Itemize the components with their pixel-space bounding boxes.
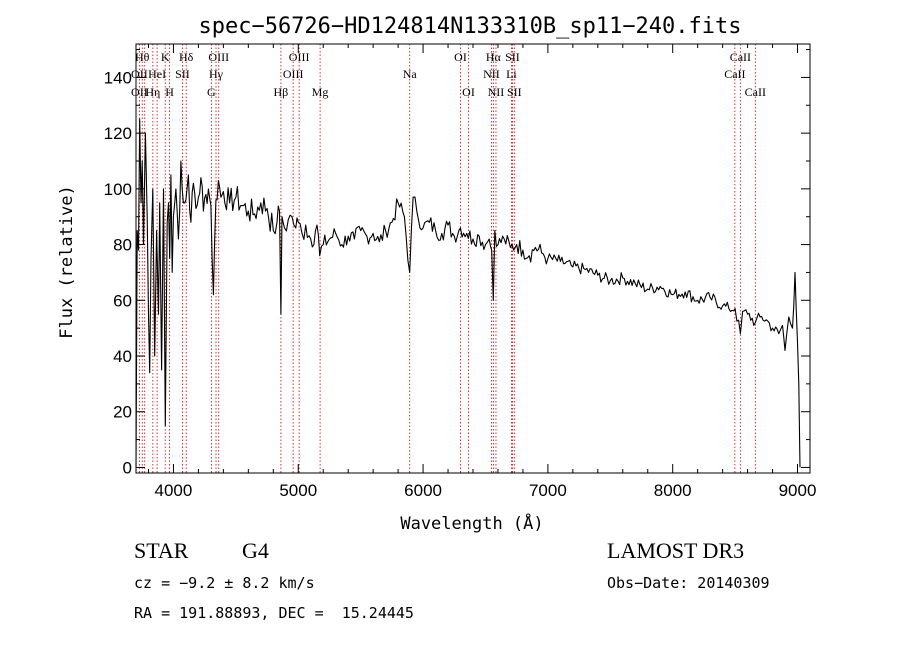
emission-line-label-1: K [161, 50, 170, 64]
survey-name: LAMOST DR3 [607, 538, 745, 563]
object-subclass: G4 [242, 538, 269, 563]
emission-line-label-22: Hβ [274, 85, 289, 99]
observation-date: Obs−Date: 20140309 [607, 574, 770, 592]
emission-line-label-12: Hγ [209, 67, 224, 81]
emission-line-label-5: OI [454, 50, 467, 64]
emission-line-label-23: Mg [312, 85, 329, 99]
emission-line-label-0: Hθ [135, 50, 150, 64]
x-tick-label-5: 9000 [779, 481, 817, 500]
x-tick-label-0: 4000 [155, 481, 193, 500]
x-tick-label-4: 8000 [654, 481, 692, 500]
coordinates-readout: RA = 191.88893, DEC = 15.24445 [134, 604, 414, 622]
emission-line-label-19: Hη [145, 85, 160, 99]
emission-line-markers [138, 44, 756, 473]
emission-line-label-6: Hα [486, 50, 502, 64]
emission-line-label-21: G [207, 85, 216, 99]
emission-line-label-11: SII [175, 67, 190, 81]
spectrum-chart: spec−56726−HD124814N133310B_sp11−240.fit… [57, 14, 817, 534]
emission-line-label-24: OI [462, 85, 475, 99]
y-axis-label: Flux (relative) [57, 185, 77, 339]
x-axis-ticks: 4000 5000 6000 7000 8000 9000 [147, 44, 817, 500]
emission-line-label-20: H [165, 85, 174, 99]
emission-line-label-8: CaII [730, 50, 751, 64]
chart-title: spec−56726−HD124814N133310B_sp11−240.fit… [198, 14, 741, 39]
emission-line-label-3: OIII [208, 50, 229, 64]
redshift-readout: cz = −9.2 ± 8.2 km/s [134, 574, 315, 592]
y-tick-label-0: 0 [123, 458, 132, 477]
y-tick-label-7: 140 [104, 68, 132, 87]
x-tick-label-2: 6000 [404, 481, 442, 500]
x-tick-label-1: 5000 [279, 481, 317, 500]
flux-series-line [135, 118, 801, 468]
emission-line-label-15: NII [483, 67, 500, 81]
emission-line-label-7: SII [505, 50, 520, 64]
emission-line-label-2: Hδ [179, 50, 194, 64]
emission-line-label-13: OIII [283, 67, 304, 81]
emission-line-label-26: SII [507, 85, 522, 99]
y-tick-label-2: 40 [113, 347, 132, 366]
x-tick-label-3: 7000 [529, 481, 567, 500]
y-tick-label-5: 100 [104, 180, 132, 199]
y-tick-label-1: 20 [113, 403, 132, 422]
y-tick-label-3: 60 [113, 291, 132, 310]
emission-line-label-17: CaII [724, 67, 745, 81]
x-axis-label: Wavelength (Å) [400, 512, 543, 534]
emission-line-label-16: Li [506, 67, 517, 81]
emission-line-label-14: Na [403, 67, 418, 81]
emission-line-label-27: CaII [745, 85, 766, 99]
emission-line-label-10: HeI [148, 67, 166, 81]
emission-line-label-9: OII [131, 67, 148, 81]
plot-frame [135, 43, 811, 474]
emission-line-label-4: OIII [289, 50, 310, 64]
emission-line-label-18: OII [131, 85, 148, 99]
y-axis-ticks: 0 20 40 60 80 100 120 140 [104, 49, 810, 477]
object-class: STAR [134, 538, 189, 563]
emission-line-label-25: NII [488, 85, 505, 99]
y-tick-label-6: 120 [104, 124, 132, 143]
y-tick-label-4: 80 [113, 236, 132, 255]
